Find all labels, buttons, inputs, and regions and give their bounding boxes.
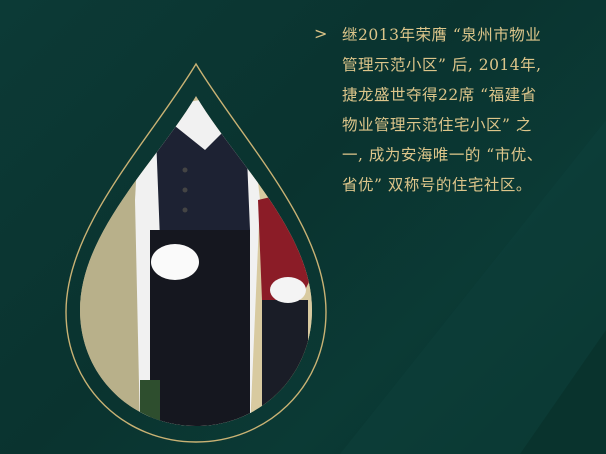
text-line: 省优” 双称号的住宅社区。	[342, 176, 532, 194]
text-line: 一, 成为安海唯一的 “市优、	[342, 146, 543, 164]
chevron-right-icon: >	[314, 24, 328, 43]
text-line: 物业管理示范住宅小区” 之	[342, 116, 532, 134]
text-line: 继2013年荣膺 “泉州市物业	[342, 26, 542, 44]
text-line: 捷龙盛世夺得22席 “福建省	[342, 86, 537, 104]
text-line: 管理示范小区” 后, 2014年,	[342, 56, 542, 74]
butlers-photo	[80, 96, 312, 426]
description-text: 继2013年荣膺 “泉州市物业 管理示范小区” 后, 2014年, 捷龙盛世夺得…	[318, 20, 593, 200]
